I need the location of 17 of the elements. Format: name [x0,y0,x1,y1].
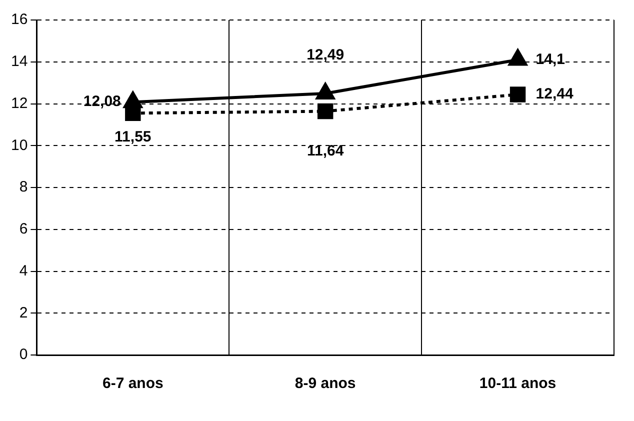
data-label: 12,44 [536,86,574,103]
data-label: 11,64 [306,142,344,160]
y-tick-label: 16 [10,11,28,28]
y-tick-label: 6 [19,220,28,238]
data-label: 11,55 [114,128,152,146]
y-tick-label: 2 [19,304,28,322]
y-tick-label: 4 [19,262,28,280]
x-tick-label: 8-9 anos [294,375,356,392]
y-tick-label: 0 [19,346,28,364]
data-label: 14,1 [536,50,565,68]
y-tick-label: 14 [10,53,28,70]
y-tick-label: 12 [10,94,28,112]
x-tick-label: 10-11 anos [479,375,556,392]
data-label: 12,49 [306,46,344,64]
y-tick-label: 10 [10,136,28,154]
y-tick-label: 8 [19,178,28,196]
x-tick-label: 6-7 anos [102,375,164,392]
